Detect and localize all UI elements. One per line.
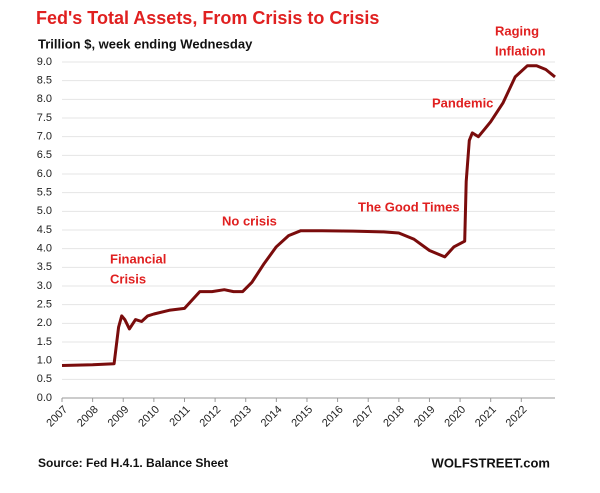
x-tick-label: 2022: [504, 404, 530, 430]
y-tick-label: 5.0: [37, 205, 52, 217]
x-tick-label: 2014: [259, 404, 285, 430]
y-tick-label: 6.5: [37, 149, 52, 161]
y-tick-label: 9.0: [37, 56, 52, 68]
annotation: Raging: [495, 23, 539, 38]
credit: WOLFSTREET.com: [432, 455, 550, 470]
y-tick-label: 4.0: [37, 243, 52, 255]
x-tick-label: 2017: [351, 404, 377, 430]
y-tick-label: 0.0: [37, 392, 52, 404]
x-tick-label: 2015: [289, 404, 315, 430]
x-tick-label: 2018: [381, 404, 407, 430]
annotation: The Good Times: [358, 199, 460, 214]
data-line: [61, 64, 556, 367]
x-tick-label: 2009: [106, 404, 132, 430]
chart-subtitle: Trillion $, week ending Wednesday: [38, 36, 253, 51]
y-tick-label: 6.0: [37, 168, 52, 180]
x-tick-label: 2016: [320, 404, 346, 430]
annotation: No crisis: [222, 213, 277, 228]
y-tick-label: 3.5: [37, 261, 52, 273]
x-tick-label: 2011: [167, 404, 192, 429]
y-tick-label: 8.0: [37, 93, 52, 105]
annotation: Financial: [110, 251, 166, 266]
y-tick-label: 3.0: [37, 280, 52, 292]
x-tick-label: 2013: [228, 404, 254, 430]
annotation: Pandemic: [432, 95, 493, 110]
y-tick-label: 1.5: [37, 336, 52, 348]
x-tick-label: 2020: [442, 404, 468, 430]
chart-title: Fed's Total Assets, From Crisis to Crisi…: [36, 8, 379, 28]
x-tick-label: 2008: [75, 404, 101, 430]
x-tick-label: 2019: [412, 404, 438, 430]
y-tick-label: 4.5: [37, 224, 52, 236]
y-tick-label: 2.5: [37, 299, 52, 311]
y-tick-label: 2.0: [37, 317, 52, 329]
y-tick-label: 1.0: [37, 355, 52, 367]
source: Source: Fed H.4.1. Balance Sheet: [38, 456, 228, 470]
x-tick-label: 2010: [136, 404, 162, 430]
y-tick-label: 5.5: [37, 187, 52, 199]
y-tick-label: 8.5: [37, 75, 52, 87]
y-tick-label: 0.5: [37, 373, 52, 385]
y-tick-label: 7.0: [37, 131, 52, 143]
x-tick-label: 2021: [473, 404, 499, 430]
x-tick-label: 2012: [197, 404, 223, 430]
annotation: Inflation: [495, 43, 546, 58]
y-tick-label: 7.5: [37, 112, 52, 124]
annotation: Crisis: [110, 271, 146, 286]
x-tick-label: 2007: [44, 404, 70, 430]
